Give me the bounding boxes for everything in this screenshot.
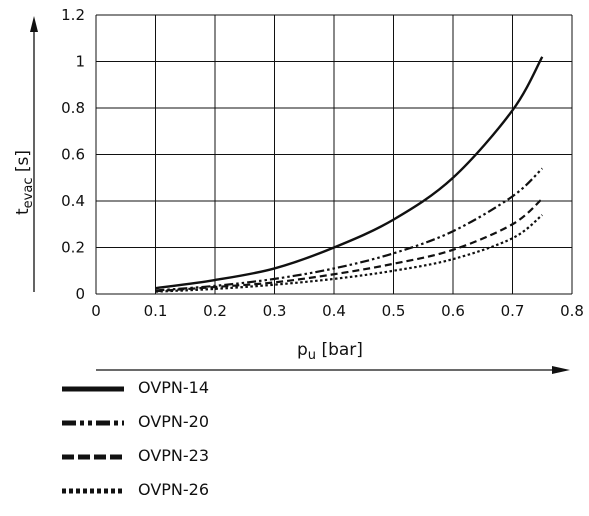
x-tick-label: 0.2	[203, 302, 227, 320]
x-tick-label: 0.6	[441, 302, 465, 320]
y-tick-label: 0.8	[61, 99, 85, 117]
y-tick-label: 0	[75, 285, 85, 303]
legend-swatch	[62, 420, 124, 426]
x-tick-label: 0.7	[501, 302, 525, 320]
y-axis-label: tevac [s]	[13, 150, 36, 215]
legend-label: OVPN-14	[138, 378, 210, 397]
y-tick-label: 0.6	[61, 146, 85, 164]
y-tick-label: 1	[75, 53, 85, 71]
series-line-ovpn-23	[155, 197, 543, 293]
series-line-ovpn-20	[155, 167, 544, 292]
x-tick-label: 0	[91, 302, 101, 320]
legend-swatch	[62, 386, 124, 392]
x-tick-label: 0.8	[560, 302, 584, 320]
chart-series	[155, 56, 544, 293]
x-tick-label: 0.4	[322, 302, 346, 320]
y-tick-label: 0.4	[61, 192, 85, 210]
series-line-ovpn-14	[155, 56, 544, 290]
x-tick-label: 0.5	[382, 302, 406, 320]
chart-grid	[95, 14, 573, 295]
y-axis-arrowhead	[30, 16, 38, 32]
y-tick-label: 0.2	[61, 239, 85, 257]
legend-swatch	[62, 454, 124, 460]
x-axis-arrowhead	[552, 366, 570, 374]
legend-label: OVPN-26	[138, 480, 210, 499]
legend-label: OVPN-20	[138, 412, 210, 431]
legend-label: OVPN-23	[138, 446, 210, 465]
x-tick-label: 0.3	[263, 302, 287, 320]
x-axis-label: pu [bar]	[297, 340, 363, 363]
chart-ticks: 0 0.1 0.2 0.3 0.4 0.5 0.6 0.7 0.8 0 0.2 0.4 0.6 0.8 1 1…	[61, 6, 584, 320]
y-tick-label: 1.2	[61, 6, 85, 24]
x-tick-label: 0.1	[144, 302, 168, 320]
legend-swatch	[62, 488, 124, 494]
